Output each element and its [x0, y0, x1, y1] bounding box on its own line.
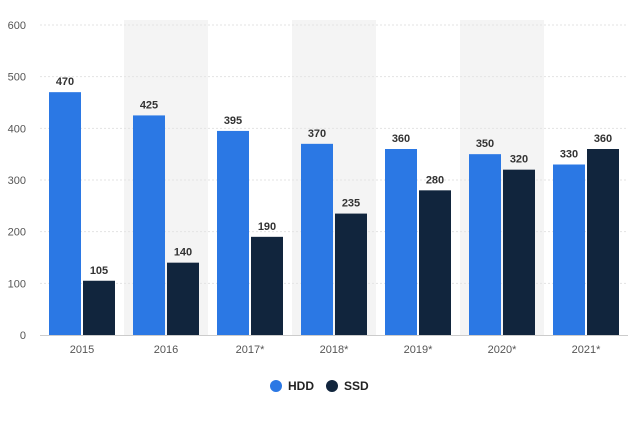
data-label-hdd: 350 — [476, 138, 494, 150]
bar-hdd-2017*[interactable] — [217, 130, 249, 335]
data-label-ssd: 140 — [174, 247, 192, 259]
x-tick-label: 2018* — [320, 344, 349, 356]
bar-ssd-2020*[interactable] — [503, 169, 535, 335]
y-axis-tick-labels: 0 100 200 300 400 500 600 — [8, 20, 26, 342]
y-tick-label: 600 — [8, 20, 26, 32]
y-tick-label: 200 — [8, 227, 26, 239]
x-axis-tick-labels: 2015 2016 2017* 2018* 2019* 2020* 2021* — [70, 344, 601, 356]
x-tick-label: 2019* — [404, 344, 433, 356]
data-label-ssd: 360 — [594, 133, 612, 145]
legend-label-hdd[interactable]: HDD — [288, 379, 314, 393]
data-label-hdd: 370 — [308, 128, 326, 140]
y-tick-label: 100 — [8, 278, 26, 290]
bar-hdd-2015[interactable] — [49, 92, 81, 336]
legend-marker-hdd[interactable] — [270, 380, 282, 392]
legend-marker-ssd[interactable] — [326, 380, 338, 392]
data-label-ssd: 320 — [510, 154, 528, 166]
x-tick-label: 2015 — [70, 344, 94, 356]
data-label-ssd: 280 — [426, 174, 444, 186]
x-tick-label: 2016 — [154, 344, 178, 356]
x-tick-label: 2020* — [488, 344, 517, 356]
bar-ssd-2018*[interactable] — [335, 213, 367, 335]
bar-hdd-2020*[interactable] — [469, 154, 501, 335]
bar-ssd-2021*[interactable] — [587, 149, 619, 335]
data-label-ssd: 105 — [90, 265, 108, 277]
data-label-ssd: 190 — [258, 221, 276, 233]
bar-ssd-2016[interactable] — [167, 262, 199, 335]
bar-hdd-2019*[interactable] — [385, 149, 417, 335]
x-tick-label: 2017* — [236, 344, 265, 356]
y-tick-label: 300 — [8, 175, 26, 187]
bar-hdd-2018*[interactable] — [301, 143, 333, 335]
y-tick-label: 400 — [8, 123, 26, 135]
x-tick-label: 2021* — [572, 344, 601, 356]
bars — [49, 92, 619, 336]
data-label-hdd: 470 — [56, 76, 74, 88]
y-tick-label: 500 — [8, 72, 26, 84]
bar-hdd-2016[interactable] — [133, 115, 165, 336]
bar-ssd-2017*[interactable] — [251, 236, 283, 335]
bar-ssd-2015[interactable] — [83, 280, 115, 335]
data-label-hdd: 360 — [392, 133, 410, 145]
data-label-hdd: 330 — [560, 149, 578, 161]
bar-ssd-2019*[interactable] — [419, 190, 451, 335]
legend: HDD SSD — [270, 379, 369, 393]
data-label-hdd: 425 — [140, 99, 158, 111]
data-labels: 470 105 425 140 395 190 370 235 360 280 350 320 330 3… — [56, 76, 612, 277]
data-label-ssd: 235 — [342, 198, 360, 210]
data-label-hdd: 395 — [224, 115, 242, 127]
legend-label-ssd[interactable]: SSD — [344, 379, 369, 393]
y-tick-label: 0 — [20, 330, 26, 342]
bar-hdd-2021*[interactable] — [553, 164, 585, 336]
